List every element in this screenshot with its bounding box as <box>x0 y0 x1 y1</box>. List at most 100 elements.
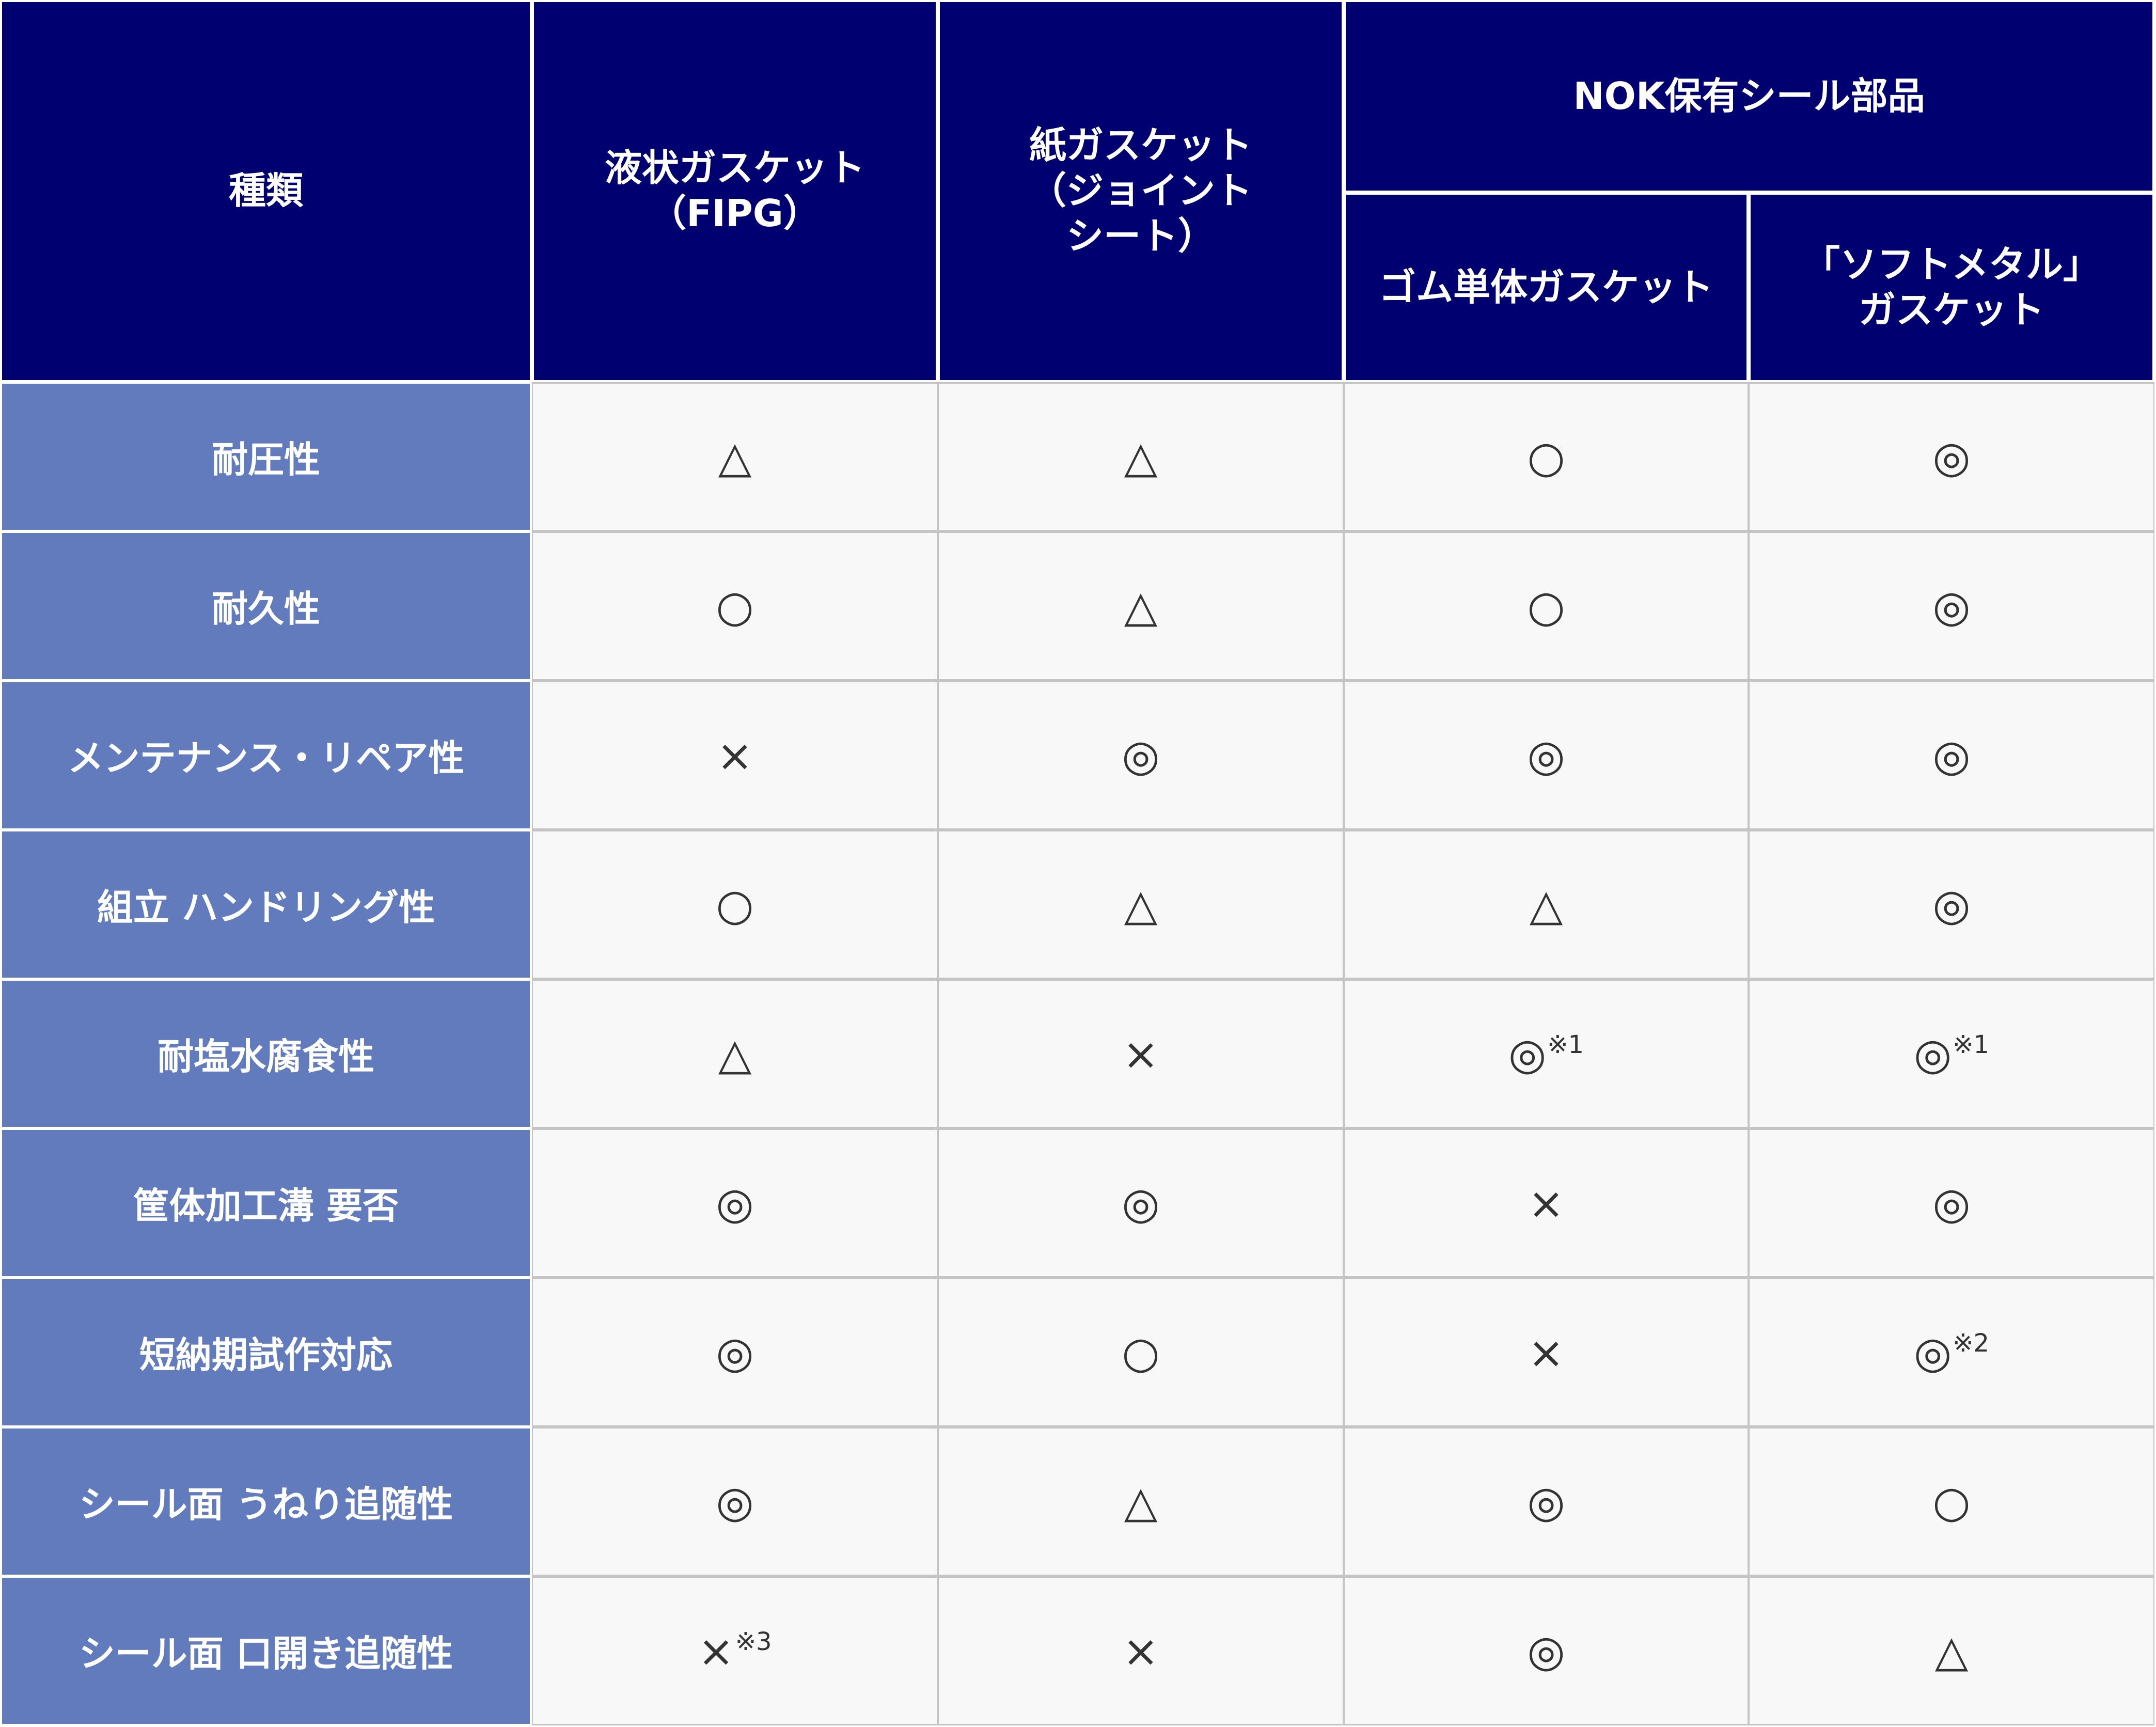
rating-cell: ◎ ※1 <box>1344 979 1749 1128</box>
row-label-text: 耐久性 <box>212 588 320 630</box>
rating-cell: ◎ <box>938 681 1344 830</box>
header-soft-metal-gasket: 「ソフトメタル」 ガスケット <box>1749 193 2154 382</box>
rating-symbol: ◎ <box>1913 1327 1952 1378</box>
rating-symbol: ○ <box>1932 1476 1971 1527</box>
rating-symbol: ○ <box>1122 1327 1160 1378</box>
rating-cell: △ <box>938 382 1344 531</box>
rating-cell: ◎ <box>1344 1576 1749 1725</box>
rating-symbol: × <box>1122 1625 1159 1676</box>
rating-symbol: ◎ <box>1932 730 1971 781</box>
row-label-text: 短納期試作対応 <box>139 1334 392 1376</box>
rating-cell: ○ <box>938 1278 1344 1427</box>
rating-symbol: ◎ <box>1527 1625 1565 1676</box>
rating-cell: ◎ <box>938 1128 1344 1278</box>
rating-cell: ◎ <box>1749 382 2154 531</box>
rating-symbol: △ <box>718 1028 752 1079</box>
rating-cell: △ <box>938 1427 1344 1576</box>
rating-symbol: ◎ <box>1122 1178 1160 1229</box>
rating-cell: ◎ <box>1344 1427 1749 1576</box>
row-label: 耐圧性 <box>0 382 532 531</box>
rating-cell: ◎ <box>1749 830 2154 979</box>
rating-cell: ○ <box>1344 382 1749 531</box>
rating-cell: △ <box>532 979 938 1128</box>
rating-cell: △ <box>938 531 1344 681</box>
footnote-mark: ※3 <box>735 1627 772 1656</box>
row-label: 耐塩水腐食性 <box>0 979 532 1128</box>
row-label-text: 組立 ハンドリング性 <box>97 886 435 929</box>
rating-cell: ◎ ※1 <box>1749 979 2154 1128</box>
rating-symbol: ◎ <box>1932 1178 1971 1229</box>
rating-symbol: △ <box>1934 1625 1969 1676</box>
header-soft-metal-gasket-text: 「ソフトメタル」 ガスケット <box>1802 242 2100 332</box>
row-label-text: 筐体加工溝 要否 <box>133 1185 399 1227</box>
rating-symbol: ◎ <box>1508 1028 1547 1079</box>
rating-cell: × <box>532 681 938 830</box>
rating-symbol: × <box>1122 1028 1159 1079</box>
header-fipg-text: 液状ガスケット （FIPG） <box>604 146 865 235</box>
footnote-mark: ※1 <box>1953 1030 1990 1059</box>
header-rubber-gasket-text: ゴム単体ガスケット <box>1378 265 1713 309</box>
row-label: 耐久性 <box>0 531 532 681</box>
rating-symbol: ○ <box>1527 580 1565 632</box>
header-type: 種類 <box>0 0 532 382</box>
footnote-mark: ※1 <box>1547 1030 1584 1059</box>
header-nok-group: NOK保有シール部品 <box>1344 0 2154 193</box>
rating-symbol: × <box>1528 1327 1565 1378</box>
rating-cell: × <box>938 1576 1344 1725</box>
rating-cell: △ <box>1344 830 1749 979</box>
rating-symbol: ◎ <box>716 1327 754 1378</box>
row-label-text: シール面 うねり追随性 <box>78 1483 453 1526</box>
rating-symbol: ○ <box>1527 431 1565 482</box>
rating-cell: ○ <box>532 531 938 681</box>
rating-symbol: ◎ <box>1913 1028 1952 1079</box>
rating-symbol: ◎ <box>1122 730 1160 781</box>
rating-cell: ◎ <box>1749 681 2154 830</box>
rating-cell: ○ <box>532 830 938 979</box>
rating-symbol: ◎ <box>1527 1476 1565 1527</box>
rating-cell: ◎ <box>1749 1128 2154 1278</box>
rating-cell: × <box>938 979 1344 1128</box>
rating-symbol: ○ <box>716 879 754 930</box>
rating-symbol: × <box>698 1625 734 1676</box>
rating-symbol: × <box>716 730 753 781</box>
rating-cell: △ <box>938 830 1344 979</box>
rating-symbol: × <box>1528 1178 1565 1229</box>
rating-cell: ○ <box>1344 531 1749 681</box>
row-label: シール面 うねり追随性 <box>0 1427 532 1576</box>
header-rubber-gasket: ゴム単体ガスケット <box>1344 193 1749 382</box>
rating-cell: ◎ <box>532 1278 938 1427</box>
footnote-mark: ※2 <box>1953 1328 1990 1358</box>
row-label-text: 耐圧性 <box>212 438 320 481</box>
header-type-text: 種類 <box>228 169 303 213</box>
row-label: 組立 ハンドリング性 <box>0 830 532 979</box>
rating-symbol: △ <box>1124 879 1158 930</box>
rating-cell: △ <box>1749 1576 2154 1725</box>
rating-symbol: △ <box>1124 431 1158 482</box>
rating-symbol: ◎ <box>1932 431 1971 482</box>
header-paper-gasket-text: 紙ガスケット （ジョイント シート） <box>1029 123 1252 258</box>
rating-symbol: ◎ <box>1527 730 1565 781</box>
rating-cell: ◎ ※2 <box>1749 1278 2154 1427</box>
row-label: 短納期試作対応 <box>0 1278 532 1427</box>
rating-cell: × <box>1344 1128 1749 1278</box>
rating-cell: ◎ <box>1344 681 1749 830</box>
rating-symbol: △ <box>1124 580 1158 632</box>
header-fipg: 液状ガスケット （FIPG） <box>532 0 938 382</box>
rating-symbol: △ <box>1529 879 1563 930</box>
rating-symbol: ◎ <box>1932 879 1971 930</box>
rating-symbol: ◎ <box>716 1476 754 1527</box>
rating-cell: ◎ <box>532 1427 938 1576</box>
rating-cell: × <box>1344 1278 1749 1427</box>
row-label: 筐体加工溝 要否 <box>0 1128 532 1278</box>
rating-cell: ○ <box>1749 1427 2154 1576</box>
rating-cell: × ※3 <box>532 1576 938 1725</box>
header-paper-gasket: 紙ガスケット （ジョイント シート） <box>938 0 1344 382</box>
row-label: シール面 口開き追随性 <box>0 1576 532 1725</box>
row-label-text: メンテナンス・リペア性 <box>67 737 465 779</box>
rating-symbol: △ <box>718 431 752 482</box>
header-nok-group-text: NOK保有シール部品 <box>1573 74 1925 118</box>
rating-cell: △ <box>532 382 938 531</box>
rating-symbol: ○ <box>716 580 754 632</box>
rating-symbol: △ <box>1124 1476 1158 1527</box>
row-label: メンテナンス・リペア性 <box>0 681 532 830</box>
